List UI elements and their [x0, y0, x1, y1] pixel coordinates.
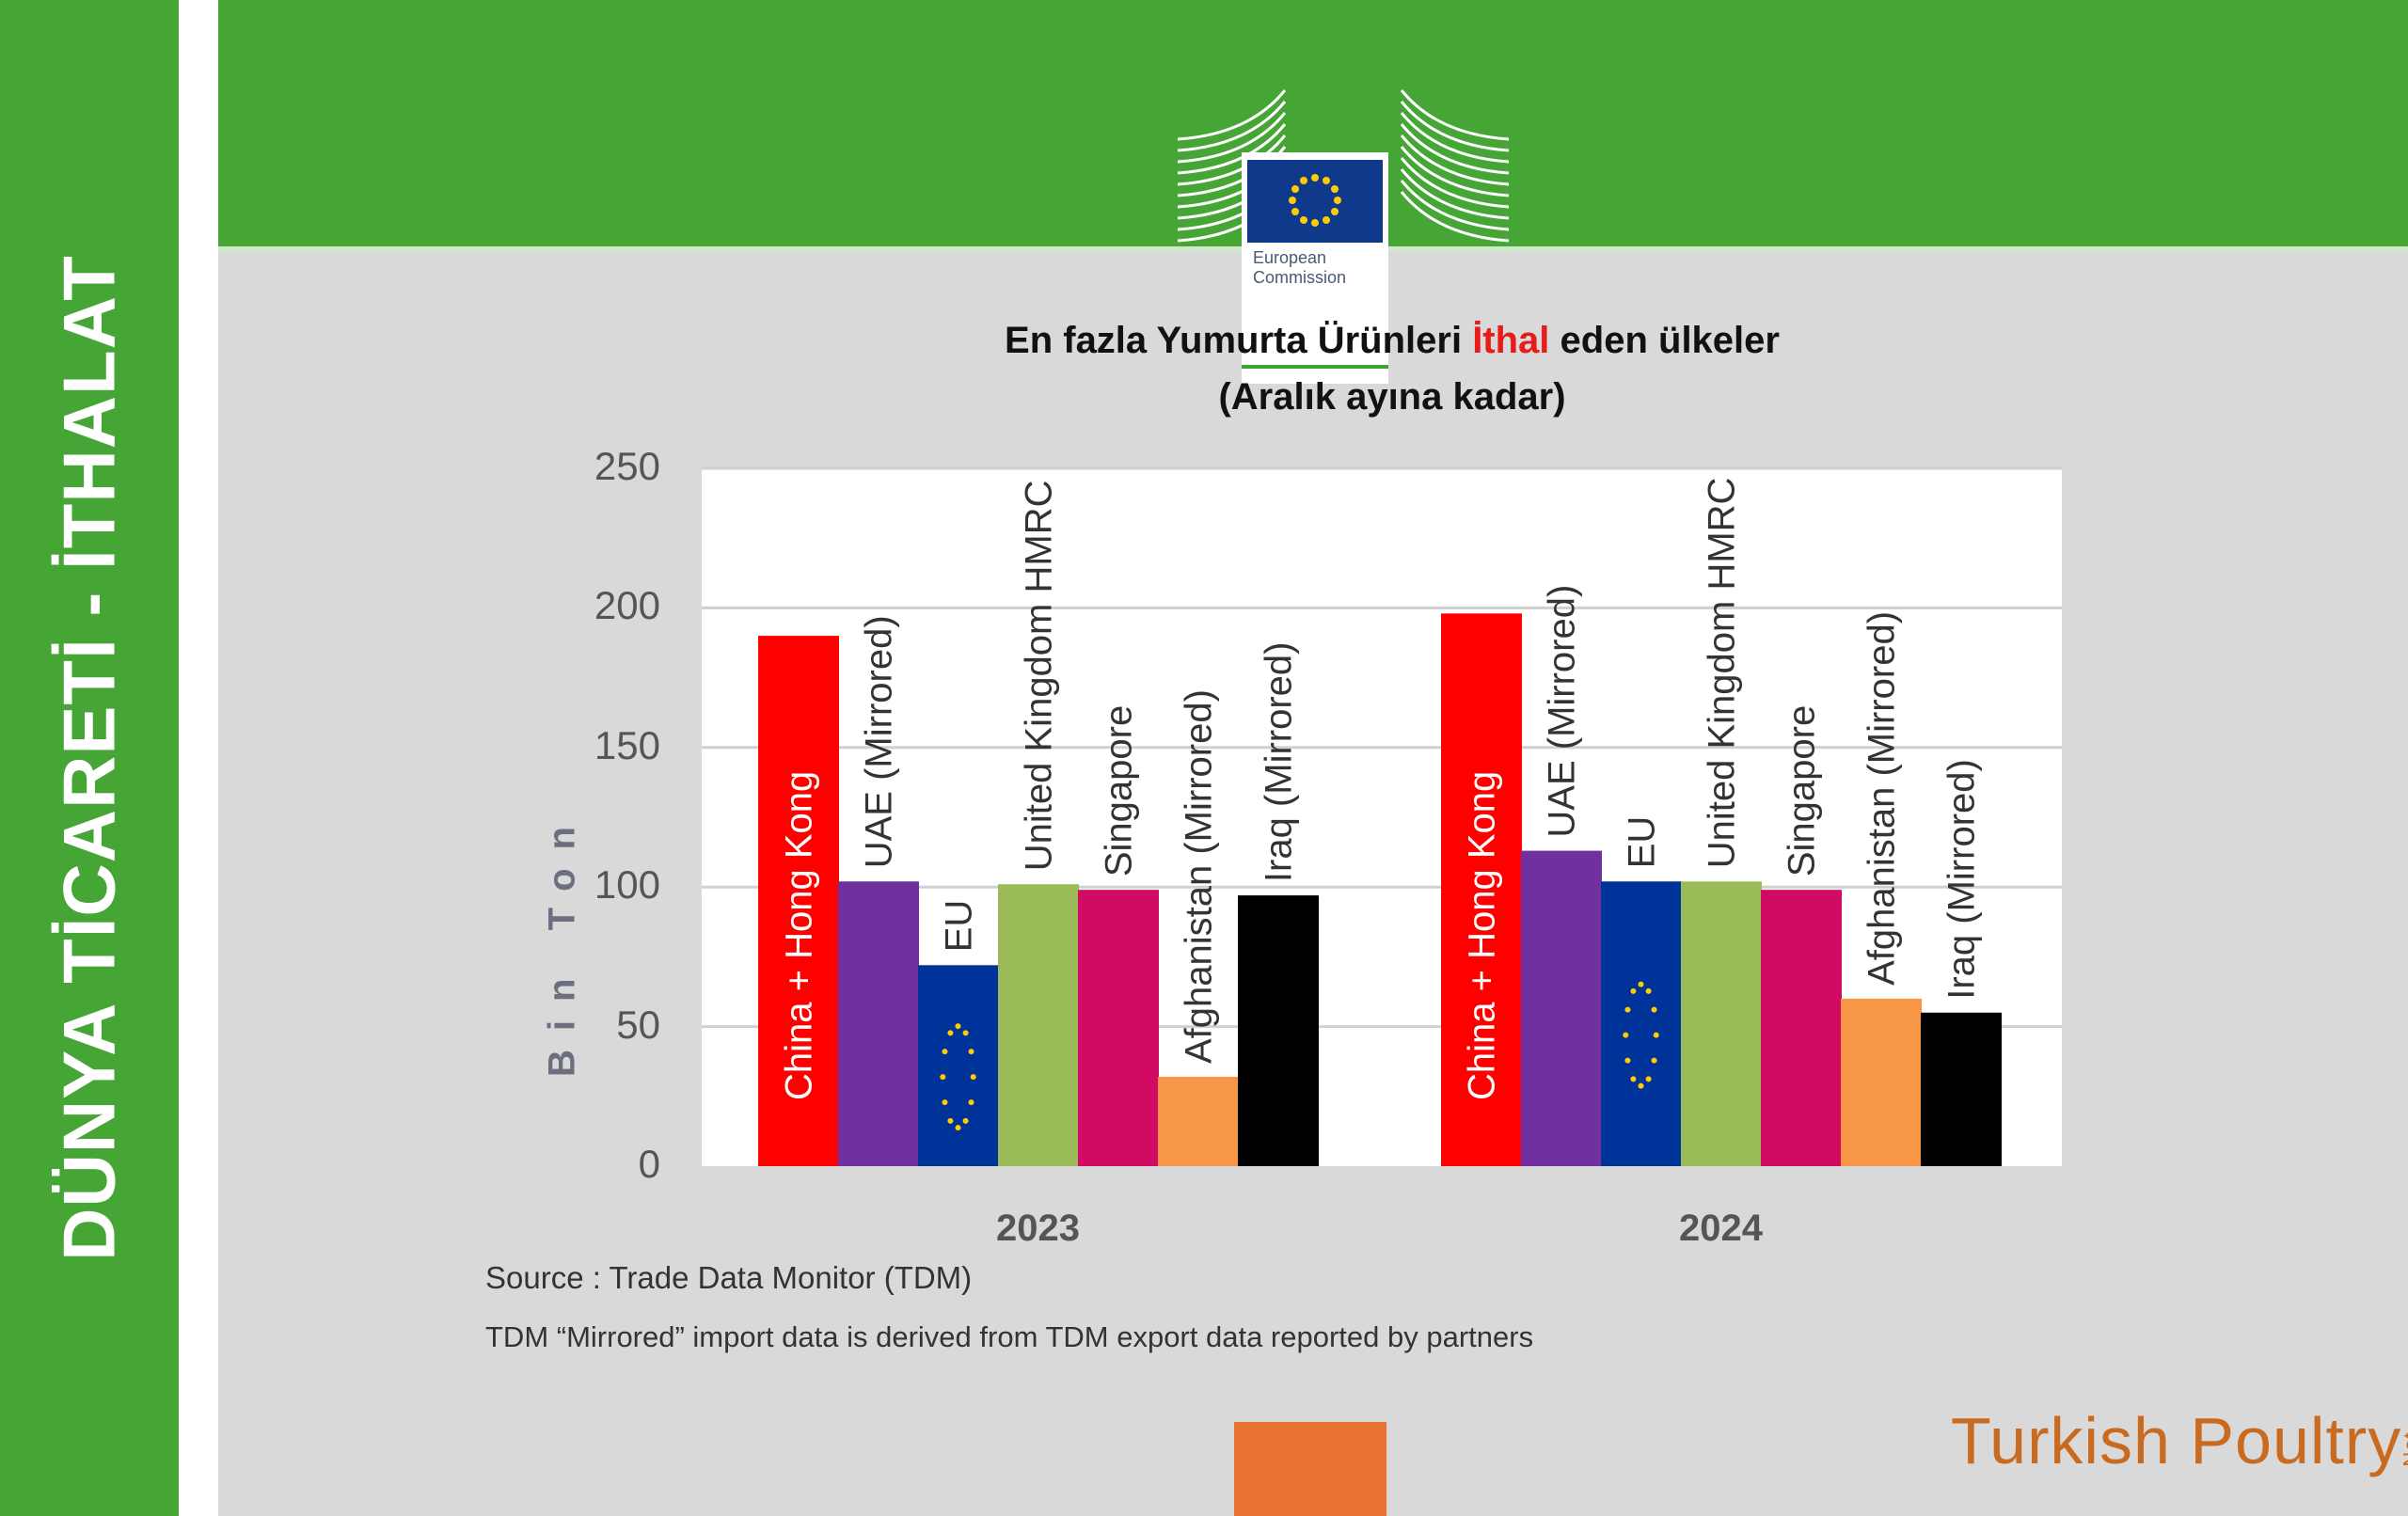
eu-flag-icon [1247, 160, 1383, 243]
chart-title-part2: eden ülkeler [1549, 320, 1780, 361]
eu-star-icon [1630, 987, 1637, 994]
eu-star-icon [1651, 1006, 1657, 1013]
bar [1681, 881, 1762, 1166]
eu-star-icon [962, 1117, 969, 1124]
bar [1521, 850, 1602, 1166]
bar-label: Iraq (Mirrored) [1259, 642, 1300, 883]
eu-star-icon [1651, 1057, 1657, 1064]
bar-label: Afghanistan (Mirrored) [1861, 611, 1903, 986]
eu-star-icon [940, 1074, 946, 1081]
bar [758, 636, 839, 1166]
bar-labels: China + Hong Kong UAE (Mirrored) EU United … [779, 478, 1983, 1100]
commission-label-line2: Commission [1253, 268, 1347, 287]
sidebar-divider [179, 0, 218, 1516]
bar-label: United Kingdom HMRC [1019, 481, 1060, 872]
brand-name: Turkish Poultry [1951, 1404, 2402, 1477]
eu-star-icon [947, 1117, 954, 1124]
x-axis-label: 2023 [996, 1208, 1080, 1249]
bar-label: Singapore [1782, 705, 1823, 876]
commission-label-line1: European [1253, 248, 1327, 267]
eu-star-icon [942, 1099, 948, 1106]
sidebar-panel: DÜNYA TİCARETİ - İTHALAT [0, 0, 179, 1516]
bar [1441, 613, 1522, 1166]
bar-label: Afghanistan (Mirrored) [1179, 689, 1220, 1064]
eu-star-icon [1638, 1082, 1644, 1089]
y-tick-label: 50 [616, 1002, 660, 1047]
bar-label: United Kingdom HMRC [1702, 478, 1743, 869]
y-tick-label: 100 [594, 862, 660, 908]
mirrored-note: TDM “Mirrored” import data is derived fr… [485, 1320, 1534, 1353]
eu-star-icon [968, 1049, 974, 1055]
commission-building-icon [1177, 89, 1510, 243]
eu-star-icon [1645, 1076, 1652, 1082]
chart-title: En fazla Yumurta Ürünleri İthal eden ülk… [847, 320, 1938, 362]
bar [1158, 1077, 1239, 1166]
bar [1238, 895, 1319, 1166]
eu-star-icon [968, 1099, 974, 1106]
bar [1841, 998, 1922, 1166]
y-tick-label: 0 [638, 1142, 660, 1186]
bar-label: EU [1622, 816, 1663, 869]
y-tick-label: 150 [594, 722, 660, 767]
bar-label: China + Hong Kong [779, 771, 820, 1100]
brand-logo: Turkish PoultryNet [1951, 1403, 2408, 1478]
eu-star-icon [955, 1023, 961, 1030]
eu-star-icon [942, 1049, 948, 1055]
bar-label: EU [939, 900, 980, 953]
bar-label: UAE (Mirrored) [1542, 585, 1583, 838]
bar [838, 881, 919, 1166]
source-note: Source : Trade Data Monitor (TDM) [485, 1260, 973, 1295]
eu-star-icon [1623, 1032, 1629, 1038]
chart-subtitle: (Aralık ayına kadar) [1218, 376, 1566, 418]
eu-star-icon [1638, 981, 1644, 987]
brand-suffix: Net [2399, 1431, 2408, 1467]
bar [1601, 881, 1682, 1166]
bar-label: UAE (Mirrored) [859, 615, 900, 868]
y-tick-label: 250 [594, 444, 660, 488]
x-axis-label: 2024 [1679, 1208, 1763, 1249]
bars [758, 613, 2002, 1166]
eu-star-icon [1630, 1076, 1637, 1082]
eu-star-icon [955, 1125, 961, 1131]
decorative-block [1234, 1422, 1386, 1516]
chart-title-highlight: İthal [1472, 320, 1550, 361]
commission-label: European Commission [1253, 248, 1385, 288]
bar-label: Iraq (Mirrored) [1941, 759, 1983, 1000]
bar-label: China + Hong Kong [1462, 771, 1503, 1100]
eu-star-icon [947, 1030, 954, 1036]
chart-title-part1: En fazla Yumurta Ürünleri [1005, 320, 1473, 361]
bar [1921, 1012, 2002, 1166]
european-commission-logo: European Commission [1174, 83, 1513, 384]
eu-star-icon [1645, 987, 1652, 994]
y-tick-label: 200 [594, 583, 660, 628]
bar [918, 965, 999, 1166]
eu-star-icon [970, 1074, 976, 1081]
bar [998, 884, 1079, 1166]
eu-star-icon [962, 1030, 969, 1036]
logo-panel [1242, 152, 1388, 384]
eu-star-icon [1653, 1032, 1659, 1038]
bar [1761, 890, 1842, 1166]
bar [1078, 890, 1159, 1166]
eu-star-icon [1624, 1006, 1631, 1013]
eu-star-icon [1624, 1057, 1631, 1064]
bar-label: Singapore [1099, 705, 1140, 876]
